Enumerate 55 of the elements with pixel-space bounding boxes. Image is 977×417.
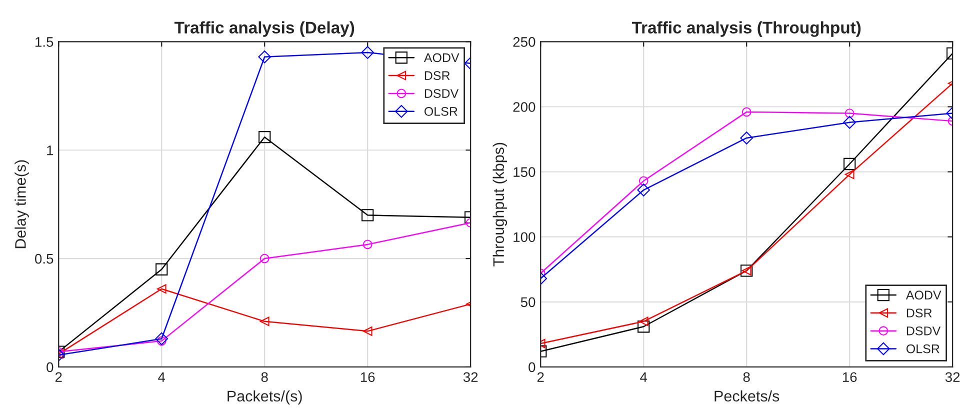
- point: [638, 176, 648, 186]
- point: [740, 132, 754, 144]
- point: [361, 46, 374, 59]
- y-tick-label: 0: [528, 362, 536, 372]
- y-tick-label: 0.5: [34, 254, 54, 264]
- point: [156, 263, 168, 276]
- point: [362, 209, 374, 222]
- y-tick-label: 100: [514, 232, 536, 242]
- point: [637, 184, 650, 196]
- chart-title: Traffic analysis (Throughput): [632, 21, 861, 37]
- y-tick-label: 250: [513, 37, 536, 47]
- x-tick-label: 2: [55, 372, 62, 382]
- point: [155, 332, 168, 346]
- x-axis-title: Peckets/s: [714, 390, 780, 402]
- x-tick-label: 32: [945, 372, 960, 382]
- point: [156, 284, 166, 294]
- legend-label: DSR: [424, 71, 450, 80]
- y-tick-label: 1.5: [36, 37, 54, 47]
- legend-label: DSDV: [424, 89, 459, 98]
- point: [844, 158, 856, 170]
- y-axis-title: Delay time(s): [14, 160, 29, 248]
- point: [258, 131, 271, 144]
- legend-label: AODV: [424, 53, 460, 62]
- point: [362, 326, 372, 336]
- legend-label: OLSR: [906, 344, 940, 354]
- y-tick-label: 1: [47, 146, 54, 156]
- x-tick-label: 4: [640, 372, 648, 382]
- y-tick-label: 50: [520, 297, 536, 308]
- point: [638, 320, 650, 333]
- x-tick-label: 8: [743, 372, 750, 382]
- point: [742, 107, 752, 117]
- y-axis-title: Throughput (kbps): [492, 142, 508, 266]
- y-tick-label: 200: [513, 102, 536, 112]
- legend-label: DSR: [906, 308, 932, 318]
- x-tick-label: 32: [463, 372, 478, 382]
- x-axis-title: Packets/(s): [228, 390, 302, 405]
- y-tick-label: 150: [514, 167, 536, 177]
- point: [843, 116, 856, 129]
- y-tick-label: 0: [46, 362, 54, 372]
- x-tick-label: 8: [261, 372, 268, 382]
- legend-label: OLSR: [424, 106, 458, 116]
- point: [260, 254, 270, 264]
- point: [844, 170, 854, 180]
- x-tick-label: 2: [537, 372, 544, 382]
- point: [362, 240, 372, 250]
- x-tick-label: 16: [360, 372, 375, 382]
- legend-label: DSDV: [906, 326, 941, 336]
- x-tick-label: 4: [158, 372, 166, 382]
- point: [260, 316, 270, 326]
- legend-label: AODV: [906, 290, 942, 300]
- point: [638, 316, 648, 326]
- point: [258, 50, 272, 64]
- chart-title: Traffic analysis (Delay): [174, 21, 354, 37]
- point: [844, 108, 854, 118]
- x-tick-label: 16: [842, 372, 857, 382]
